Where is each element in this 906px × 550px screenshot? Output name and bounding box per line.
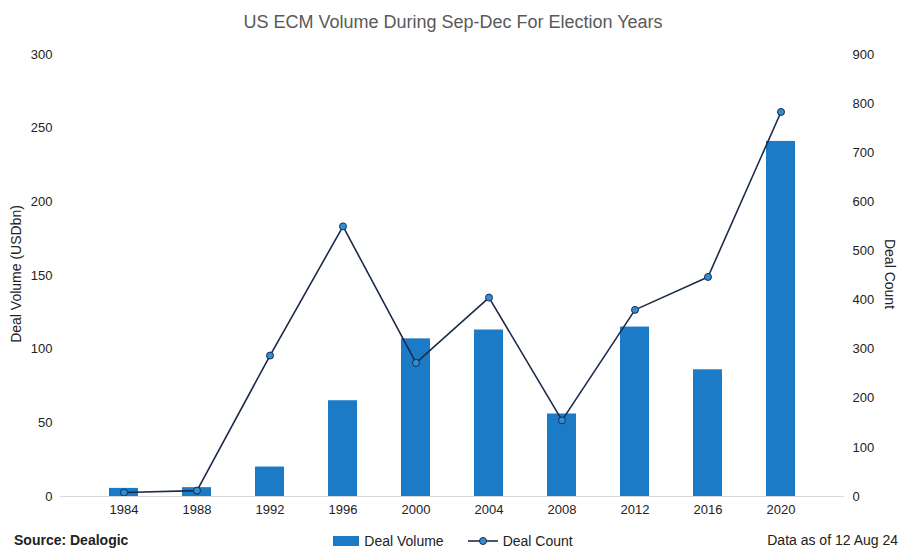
html-text:Deal Volume: Deal Volume [364,533,444,550]
svg-text:150: 150 [31,268,53,283]
svg-text:0: 0 [45,489,52,504]
svg-text:1984: 1984 [110,502,139,517]
svg-text:800: 800 [853,96,875,111]
svg-text:300: 300 [31,47,53,62]
svg-text:300: 300 [853,341,875,356]
svg-text:200: 200 [31,194,53,209]
svg-text:500: 500 [853,243,875,258]
svg-text:100: 100 [853,440,875,455]
svg-text:600: 600 [853,194,875,209]
svg-text:700: 700 [853,145,875,160]
svg-text:400: 400 [853,292,875,307]
svg-text:100: 100 [31,341,53,356]
svg-text:2008: 2008 [548,502,577,517]
html-text:Source: Dealogic: Source: Dealogic [14,532,129,548]
svg-text:1988: 1988 [183,502,212,517]
svg-text:1996: 1996 [329,502,358,517]
html-text:Deal Count: Deal Count [502,533,573,550]
svg-text:2012: 2012 [621,502,650,517]
svg-text:1992: 1992 [256,502,285,517]
svg-text:2000: 2000 [402,502,431,517]
svg-text:0: 0 [853,489,860,504]
svg-text:200: 200 [853,390,875,405]
svg-text:50: 50 [38,415,52,430]
svg-text:2020: 2020 [767,502,796,517]
svg-text:900: 900 [853,47,875,62]
html-text:US ECM Volume During Sep-Dec F: US ECM Volume During Sep-Dec For Electio… [243,12,663,32]
html-text:Deal Volume (USDbn): Deal Volume (USDbn) [7,205,24,343]
html-text:Data as of 12 Aug 24: Data as of 12 Aug 24 [767,532,898,548]
svg-text:250: 250 [31,120,53,135]
svg-text:2004: 2004 [475,502,504,517]
html-text:Deal Count: Deal Count [882,239,898,309]
svg-text:2016: 2016 [694,502,723,517]
